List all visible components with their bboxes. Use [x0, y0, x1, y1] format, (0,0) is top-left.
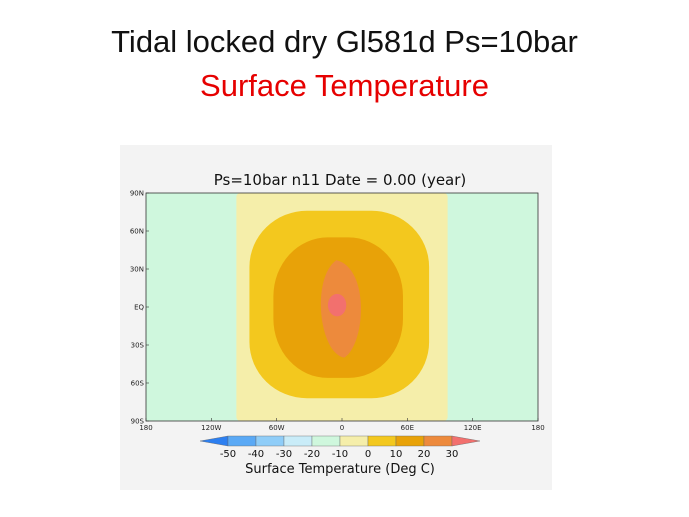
contour-region — [327, 293, 347, 317]
x-tick-label: 0 — [340, 424, 344, 432]
colorbar-segment — [283, 435, 313, 447]
colorbar-label: 10 — [390, 449, 403, 460]
colorbar-label: 30 — [446, 449, 459, 460]
colorbar-segment — [367, 435, 397, 447]
colorbar-segment — [451, 435, 481, 447]
colorbar-segment — [423, 435, 453, 447]
colorbar-label: 20 — [418, 449, 431, 460]
y-axis: 90N 60N 30N EQ 30S 60S 90S — [130, 190, 149, 426]
plot-title: Ps=10bar n11 Date = 0.00 (year) — [214, 171, 467, 189]
colorbar-segment — [227, 435, 257, 447]
y-tick-label: 30S — [131, 342, 145, 350]
y-tick-label: 90S — [131, 418, 145, 426]
x-tick-label: 120E — [464, 424, 482, 432]
colorbar-title: Surface Temperature (Deg C) — [245, 462, 435, 477]
colorbar-segment — [311, 435, 341, 447]
colorbar-label: -40 — [248, 449, 264, 460]
x-tick-label: 180 — [531, 424, 544, 432]
y-tick-label: EQ — [134, 304, 144, 312]
colorbar-segment — [255, 435, 285, 447]
slide-subtitle: Surface Temperature — [200, 68, 489, 103]
colorbar-label: -20 — [304, 449, 320, 460]
x-tick-label: 120W — [201, 424, 221, 432]
y-tick-label: 60S — [131, 380, 145, 388]
y-tick-label: 90N — [130, 190, 144, 198]
x-tick-label: 180 — [139, 424, 152, 432]
y-tick-label: 60N — [130, 228, 144, 236]
x-tick-label: 60W — [269, 424, 285, 432]
colorbar: -50 -40 -30 -20 -10 0 10 20 30 — [199, 435, 481, 460]
colorbar-label: -10 — [332, 449, 348, 460]
x-tick-label: 60E — [401, 424, 414, 432]
slide-title: Tidal locked dry Gl581d Ps=10bar — [111, 24, 578, 59]
y-tick-label: 30N — [130, 266, 144, 274]
colorbar-segment — [199, 435, 229, 447]
x-axis: 180 120W 60W 0 60E 120E 180 — [139, 418, 545, 432]
colorbar-label: 0 — [365, 449, 371, 460]
colorbar-label: -50 — [220, 449, 236, 460]
colorbar-label: -30 — [276, 449, 292, 460]
colorbar-segment — [395, 435, 425, 447]
contour-layer — [146, 193, 538, 421]
colorbar-segment — [339, 435, 369, 447]
